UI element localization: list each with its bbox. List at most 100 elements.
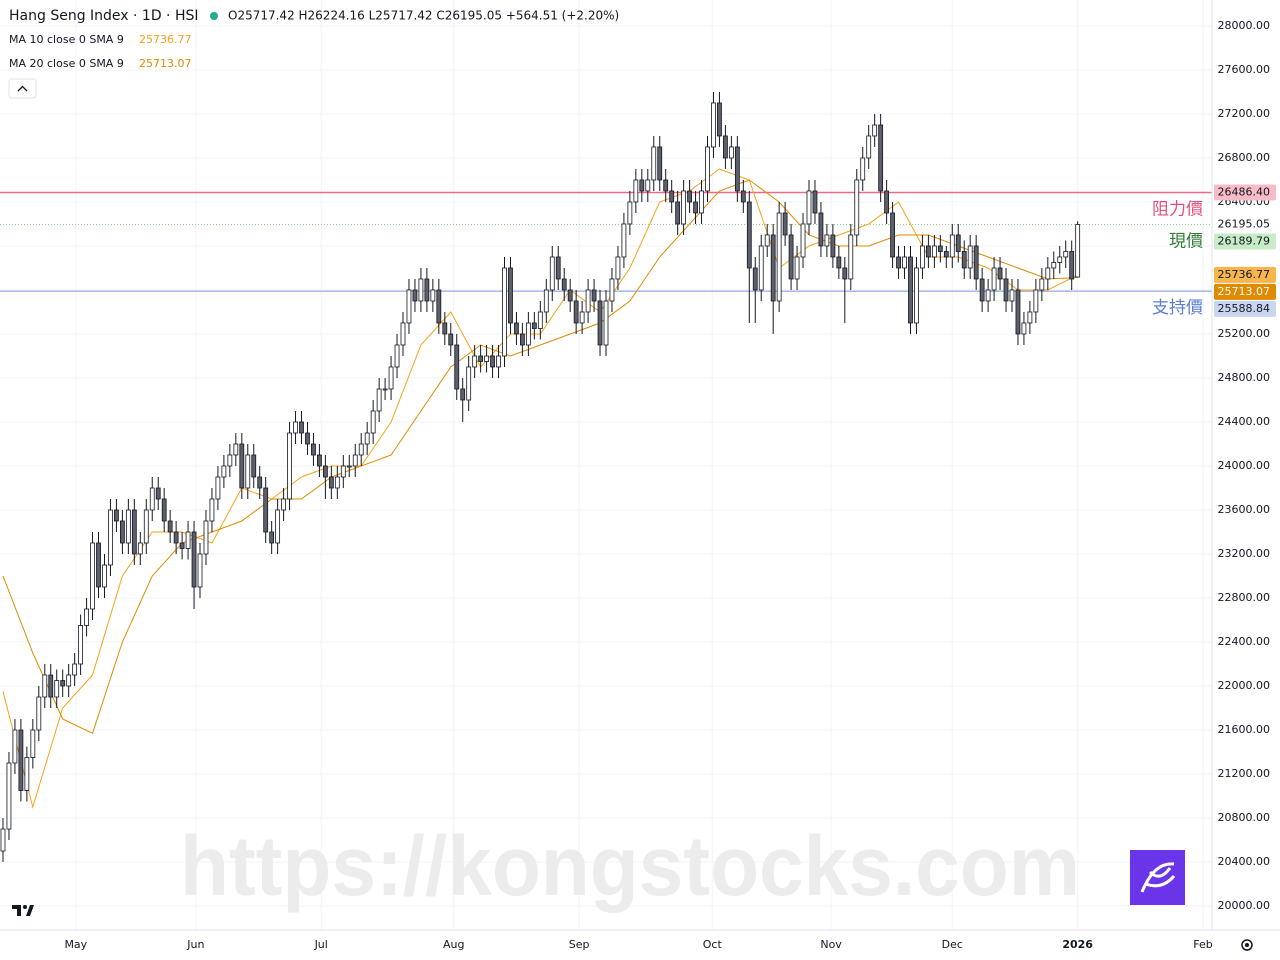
- candle-body: [931, 245, 937, 258]
- chart-title: Hang Seng Index · 1D · HSI: [9, 8, 199, 24]
- candle-body: [436, 289, 442, 324]
- candle-body: [287, 432, 292, 500]
- y-tick-label: 20800.00: [1218, 811, 1271, 824]
- y-tick-label: 21600.00: [1218, 723, 1271, 736]
- candle-body: [143, 509, 149, 544]
- candle-body: [191, 531, 197, 588]
- price-label: 25588.84: [1218, 302, 1271, 315]
- candle-body: [884, 190, 890, 214]
- x-tick-label: Jun: [186, 938, 204, 951]
- candle-body: [60, 680, 66, 687]
- candle-body: [549, 256, 555, 291]
- candle-body: [30, 729, 36, 758]
- price-label: 26195.05: [1218, 218, 1271, 231]
- candle-body: [388, 366, 394, 390]
- candle-body: [245, 454, 251, 489]
- candle-body: [603, 300, 609, 346]
- candle-body: [161, 498, 167, 522]
- candle-body: [406, 289, 412, 324]
- candle-body: [66, 674, 72, 687]
- candle-body: [794, 256, 800, 280]
- candle-body: [18, 729, 24, 791]
- candle-body: [961, 251, 967, 269]
- candle-body: [233, 443, 239, 456]
- candle-body: [639, 179, 645, 192]
- candle-body: [340, 465, 346, 478]
- candle-body: [973, 245, 979, 280]
- line-annotation: 阻力價: [1152, 199, 1203, 219]
- legend-value: 25713.07: [139, 57, 192, 70]
- candle-body: [514, 322, 519, 335]
- candle-body: [681, 190, 687, 225]
- candle-body: [78, 625, 84, 665]
- candle-body: [48, 674, 54, 698]
- candle-body: [334, 476, 340, 489]
- candle-body: [6, 762, 12, 830]
- candle-body: [1009, 289, 1015, 302]
- legend-name: MA 20 close 0 SMA 9: [9, 57, 124, 70]
- watermark: https://kongstocks.com: [180, 819, 1080, 913]
- legend-value: 25736.77: [139, 33, 192, 46]
- candle-body: [179, 542, 185, 549]
- candle-body: [782, 212, 788, 236]
- candle-body: [102, 564, 107, 588]
- collapse-button[interactable]: [8, 78, 37, 99]
- settings-icon[interactable]: [1241, 939, 1253, 951]
- candle-body: [1027, 311, 1033, 324]
- candle-body: [943, 251, 949, 258]
- candle-body: [669, 190, 675, 203]
- candle-body: [448, 333, 454, 346]
- candle-body: [985, 289, 991, 302]
- y-tick-label: 23200.00: [1218, 547, 1271, 560]
- candle-body: [902, 256, 907, 269]
- tv-logo-part: [12, 905, 21, 916]
- candle-body: [800, 223, 806, 258]
- candle-body: [854, 179, 860, 236]
- x-tick-label: Aug: [443, 938, 464, 951]
- candle-body: [561, 278, 567, 291]
- candle-body: [615, 256, 621, 280]
- candle-body: [352, 454, 358, 467]
- candle-body: [281, 498, 286, 511]
- settings-gear[interactable]: [1241, 939, 1253, 951]
- candle-body: [926, 245, 931, 258]
- candle-body: [84, 608, 89, 626]
- candle-body: [967, 245, 973, 269]
- candle-body: [1039, 278, 1045, 291]
- candle-body: [0, 828, 6, 852]
- candle-body: [579, 311, 585, 324]
- candle-body: [949, 234, 955, 258]
- candle-body: [382, 388, 388, 391]
- candle-body: [311, 443, 316, 456]
- y-tick-label: 24000.00: [1218, 459, 1271, 472]
- candle-body: [1063, 251, 1069, 258]
- candle-body: [149, 487, 155, 511]
- price-label: 26486.40: [1218, 185, 1271, 198]
- x-tick-label: Feb: [1193, 938, 1212, 951]
- candle-body: [173, 531, 179, 544]
- candle-body: [167, 520, 173, 533]
- price-label-box: [1214, 233, 1276, 250]
- candle-body: [740, 190, 746, 203]
- candle-body: [251, 454, 257, 478]
- candle-body: [908, 256, 913, 324]
- tv-logo-part: [23, 905, 27, 909]
- candle-body: [221, 465, 227, 478]
- candle-body: [90, 542, 95, 610]
- y-tick-label: 26800.00: [1218, 151, 1271, 164]
- y-tick-label: 22800.00: [1218, 591, 1271, 604]
- candle-body: [322, 465, 328, 478]
- price-label-box: [1214, 266, 1276, 283]
- candle-body: [520, 333, 525, 346]
- candle-body: [155, 487, 161, 500]
- candle-body: [991, 267, 997, 291]
- candle-body: [209, 498, 215, 522]
- y-tick-label: 25200.00: [1218, 327, 1271, 340]
- candle-body: [1015, 289, 1021, 335]
- candle-body: [734, 146, 740, 192]
- x-tick-label: Nov: [820, 938, 842, 951]
- candle-body: [937, 245, 943, 252]
- candle-body: [239, 443, 245, 489]
- candle-body: [752, 267, 758, 291]
